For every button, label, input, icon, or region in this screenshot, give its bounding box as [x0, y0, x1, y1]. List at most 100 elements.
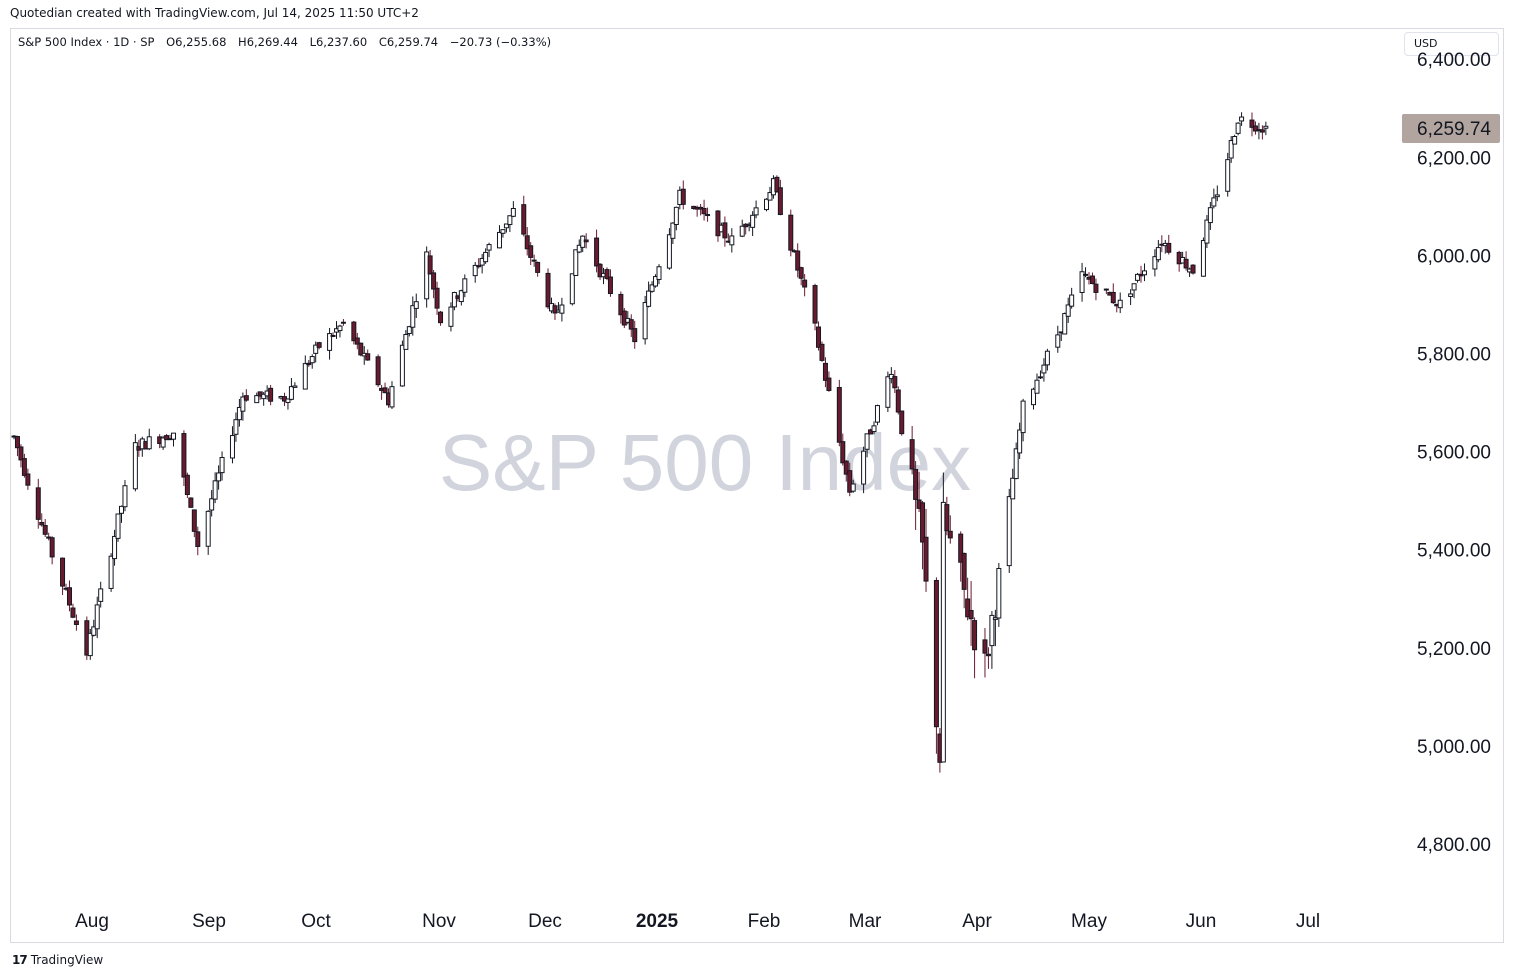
candle-down	[822, 362, 828, 381]
candle-up	[410, 305, 416, 328]
time-axis[interactable]: Aug Sep Oct Nov Dec 2025 Feb Mar Apr May Jun Jul	[75, 911, 1320, 932]
candle-down	[476, 265, 482, 268]
candle-up	[1069, 294, 1075, 307]
candle-up	[861, 450, 867, 485]
candle-down	[1103, 288, 1109, 291]
legend-symbol[interactable]: S&P 500 Index · 1D · SP	[18, 35, 155, 49]
candle-down	[583, 239, 589, 243]
candle-down	[354, 337, 360, 345]
candle-up	[874, 405, 880, 423]
candle-up	[673, 206, 679, 225]
y-tick-label: 5,000.00	[1417, 737, 1491, 758]
legend-open: O6,255.68	[166, 35, 227, 49]
chart-frame	[10, 28, 1504, 943]
candle-up	[292, 385, 298, 388]
candle-down	[42, 525, 48, 535]
candle-down	[25, 473, 31, 486]
legend-low: L6,237.60	[309, 35, 368, 49]
candle-down	[184, 474, 190, 496]
candle-up	[1155, 247, 1161, 261]
candle-up	[656, 266, 662, 280]
candle-up	[1031, 388, 1037, 406]
candle-up	[1232, 136, 1238, 145]
candle-up	[1135, 273, 1141, 281]
candle-up	[313, 344, 319, 354]
candle-up	[940, 501, 946, 763]
candle-up	[1225, 159, 1231, 192]
candle-down	[795, 250, 801, 271]
candle-down	[528, 245, 534, 258]
legend-high: H6,269.44	[238, 35, 298, 49]
candle-down	[181, 433, 187, 478]
candle-up	[337, 325, 343, 332]
last-price-badge	[1402, 114, 1500, 143]
candle-up	[389, 386, 395, 408]
candle-down	[715, 210, 721, 237]
currency-button[interactable]: USD	[1404, 32, 1499, 56]
candle-down	[66, 587, 72, 606]
candle-up	[1034, 379, 1040, 394]
candle-down	[70, 607, 76, 618]
candle-down	[947, 530, 953, 539]
candle-up	[98, 588, 104, 602]
candle-up	[112, 535, 118, 560]
candle-up	[483, 251, 489, 263]
candle-down	[73, 620, 79, 625]
candle-down	[597, 263, 603, 278]
x-tick-label: Jul	[1296, 911, 1320, 932]
y-tick-label: 5,200.00	[1417, 639, 1491, 660]
candle-up	[327, 333, 333, 351]
candle-down	[188, 497, 194, 508]
candle-down	[895, 389, 901, 413]
candle-down	[920, 502, 926, 543]
candle-up	[254, 395, 260, 404]
y-tick-label: 6,400.00	[1417, 50, 1491, 71]
candle-down	[802, 279, 808, 288]
candle-up	[486, 244, 492, 251]
candle-down	[777, 187, 783, 216]
candle-up	[500, 229, 506, 234]
candle-up	[507, 215, 513, 225]
candle-down	[1110, 291, 1116, 304]
candle-down	[1183, 258, 1189, 269]
candle-down	[351, 321, 357, 342]
tradingview-footer[interactable]: 17 TradingView	[12, 953, 103, 967]
candle-up	[996, 567, 1002, 619]
candle-down	[358, 342, 364, 356]
candle-up	[209, 498, 215, 511]
candle-down	[431, 272, 437, 290]
candle-down	[18, 446, 24, 461]
candle-up	[1228, 140, 1234, 159]
candle-up	[1128, 293, 1134, 297]
candle-up	[666, 234, 672, 269]
candle-down	[365, 353, 371, 361]
symbol-legend: S&P 500 Index · 1D · SP O6,255.68 H6,269…	[18, 35, 559, 49]
candle-up	[219, 457, 225, 474]
x-tick-label: Sep	[192, 911, 226, 932]
y-tick-label: 5,400.00	[1417, 541, 1491, 562]
candle-up	[261, 393, 267, 400]
candle-up	[1083, 273, 1089, 276]
candle-up	[240, 396, 246, 412]
candle-up	[764, 198, 769, 211]
candle-down	[982, 639, 988, 654]
candle-down	[21, 458, 27, 476]
candle-up	[1013, 448, 1019, 480]
candle-up	[559, 304, 565, 314]
candle-down	[604, 269, 610, 279]
price-axis[interactable]: 4,800.00 5,000.00 5,200.00 5,400.00 5,600.00…	[1417, 50, 1491, 856]
candle-up	[94, 604, 100, 630]
candle-up	[462, 278, 468, 293]
y-tick-label: 6,000.00	[1417, 246, 1491, 267]
candle-up	[413, 301, 419, 309]
candle-up	[1214, 194, 1220, 198]
candle-down	[306, 362, 312, 366]
y-tick-label: 6,200.00	[1417, 148, 1491, 169]
candle-up	[503, 223, 509, 229]
x-tick-label: Aug	[75, 911, 109, 932]
candle-up	[399, 344, 405, 387]
candle-up	[1152, 256, 1158, 270]
candle-up	[753, 207, 759, 216]
candle-down	[60, 557, 66, 587]
